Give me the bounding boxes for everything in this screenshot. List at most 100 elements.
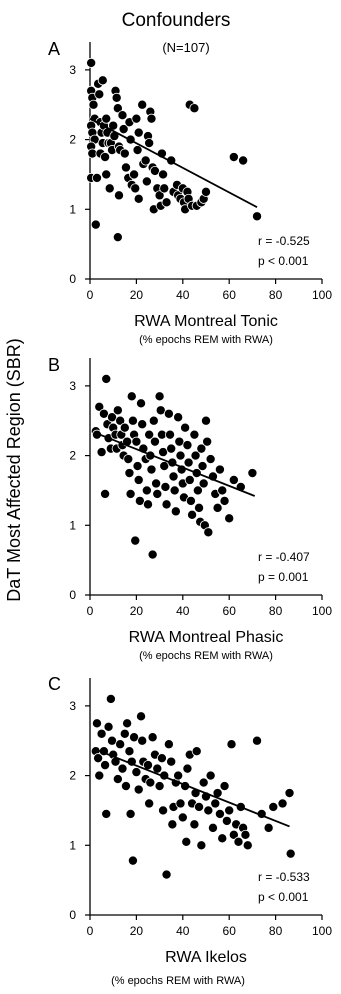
data-point (268, 801, 279, 812)
data-point (136, 711, 147, 722)
x-axis-label: RWA Montreal Tonic (134, 313, 278, 330)
data-point (100, 488, 111, 499)
data-point (214, 464, 225, 475)
data-point (137, 419, 148, 430)
data-point (252, 735, 263, 746)
data-point (182, 440, 193, 451)
data-point (144, 429, 155, 440)
data-point (101, 113, 112, 124)
data-point (221, 815, 232, 826)
data-point (163, 408, 174, 419)
data-point (94, 401, 105, 412)
data-point (111, 92, 122, 103)
data-point (200, 415, 211, 426)
data-point (140, 155, 151, 166)
data-point (131, 767, 142, 778)
data-point (112, 774, 123, 785)
x-tick-label: 0 (87, 288, 94, 302)
x-tick-label: 40 (176, 604, 190, 618)
data-point (189, 103, 200, 114)
data-point (233, 836, 244, 847)
data-point (131, 436, 142, 447)
data-point (197, 461, 208, 472)
data-point (100, 760, 111, 771)
data-point (154, 190, 165, 201)
data-point (161, 197, 172, 208)
data-point (277, 798, 288, 809)
panel-a: A 0 1 2 3 0 20 40 60 80 100 r = -0.525 p < 0.001 RWA … (48, 39, 332, 346)
y-tick-label: 3 (69, 379, 76, 393)
data-point (252, 211, 263, 222)
data-point (94, 89, 105, 100)
data-point (177, 812, 188, 823)
data-point (183, 457, 194, 468)
data-point (112, 405, 123, 416)
data-point (184, 474, 195, 485)
data-point (120, 781, 131, 792)
data-point (137, 99, 148, 110)
data-point (192, 485, 203, 496)
data-point (137, 735, 148, 746)
data-point (146, 113, 157, 124)
panel-letter: C (48, 674, 61, 694)
data-point (154, 781, 165, 792)
y-tick-label: 1 (69, 518, 76, 532)
data-point (133, 474, 144, 485)
x-tick-label: 80 (269, 924, 283, 938)
data-point (125, 488, 136, 499)
data-point (214, 808, 225, 819)
data-point (163, 739, 174, 750)
data-point (167, 819, 178, 830)
data-point (173, 412, 184, 423)
x-axis-sublabel: (% epochs REM with RWA) (111, 975, 245, 987)
y-tick-label: 3 (69, 699, 76, 713)
data-point (123, 454, 134, 465)
data-point (166, 756, 177, 767)
x-tick-label: 20 (130, 604, 144, 618)
x-axis-label: RWA Ikelos (165, 949, 247, 966)
data-point (219, 781, 230, 792)
data-point (219, 495, 230, 506)
panel-letter: B (48, 355, 60, 375)
data-point (190, 450, 201, 461)
data-point (119, 422, 130, 433)
data-point (131, 113, 142, 124)
data-point (129, 169, 140, 180)
data-point (96, 447, 107, 458)
figure-header: Confounders (122, 10, 231, 31)
correlation-r: r = -0.533 (258, 870, 310, 884)
data-point (170, 506, 181, 517)
y-tick-label: 0 (69, 272, 76, 286)
data-point (115, 739, 126, 750)
x-tick-label: 0 (87, 924, 94, 938)
shared-y-axis-label: DaT Most Affected Region (SBR) (4, 338, 24, 601)
data-point (175, 450, 186, 461)
data-point (133, 127, 144, 138)
data-point (120, 162, 131, 173)
data-point (124, 468, 135, 479)
x-tick-label: 100 (312, 924, 332, 938)
data-point (187, 509, 198, 520)
x-tick-label: 40 (176, 924, 190, 938)
data-point (207, 822, 218, 833)
data-point (169, 485, 180, 496)
data-point (205, 454, 216, 465)
data-point (127, 415, 138, 426)
data-point (228, 474, 239, 485)
data-point (161, 869, 172, 880)
panel-letter: A (48, 39, 60, 59)
panel-b: B 0 1 2 3 0 20 40 60 80 100 r = -0.407 p = 0.001 RWA … (48, 355, 332, 662)
data-point (158, 169, 169, 180)
x-tick-label: 40 (176, 288, 190, 302)
data-point (145, 777, 156, 788)
correlation-p: p = 0.001 (258, 570, 309, 584)
data-point (242, 840, 253, 851)
x-tick-label: 20 (130, 288, 144, 302)
data-point (93, 753, 104, 764)
y-tick-label: 1 (69, 838, 76, 852)
data-point (203, 527, 214, 538)
data-point (130, 535, 141, 546)
sample-size-label: (N=107) (162, 40, 209, 55)
data-point (118, 124, 129, 135)
data-point (205, 770, 216, 781)
